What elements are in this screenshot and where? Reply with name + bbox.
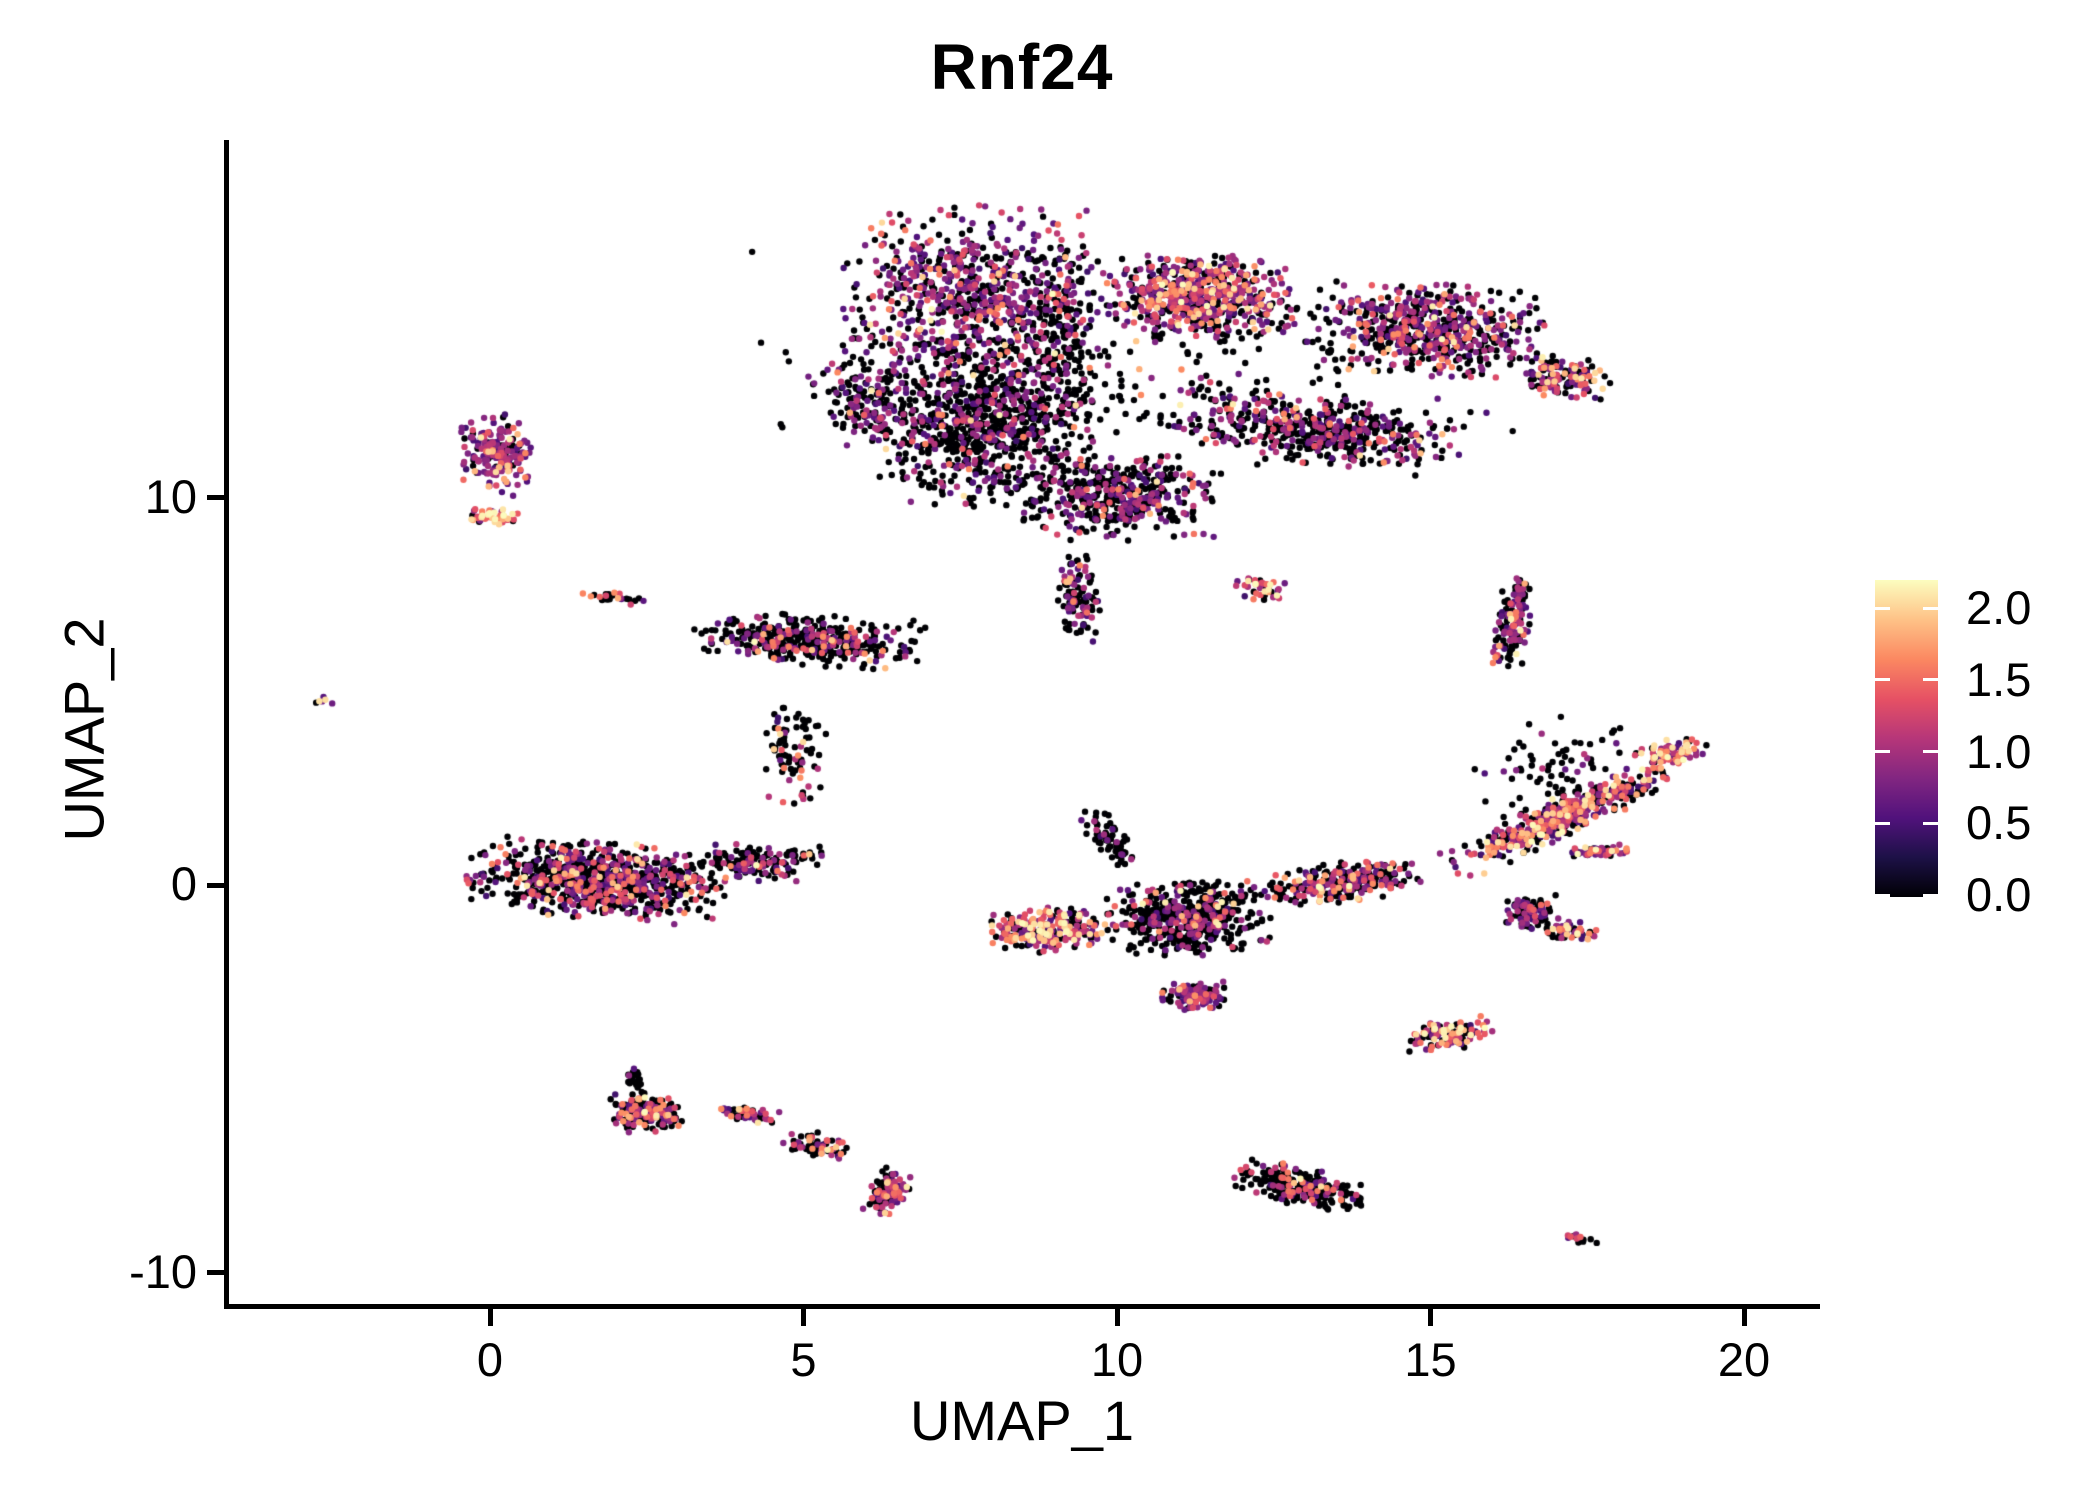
y-tick-label: 10 [144, 469, 197, 523]
x-axis-line [224, 1304, 1820, 1309]
x-tick-mark [1428, 1309, 1433, 1326]
colorbar-tick-label: 1.0 [1966, 724, 2032, 778]
y-axis-title: UMAP_2 [52, 617, 116, 842]
y-tick-label: 0 [170, 857, 197, 910]
y-tick-label: -10 [129, 1244, 197, 1298]
colorbar-tick-notch [1923, 678, 1938, 682]
colorbar-tick-notch [1875, 893, 1890, 897]
colorbar-tick-notch [1875, 678, 1890, 682]
colorbar-tick-notch [1875, 750, 1890, 753]
x-tick-label: 20 [1717, 1333, 1771, 1386]
plot-title: Rnf24 [930, 31, 1114, 103]
colorbar-tick-notch [1923, 750, 1938, 753]
x-tick-label: 15 [1404, 1333, 1457, 1386]
x-tick-mark [1741, 1309, 1747, 1326]
colorbar-tick-label: 0.0 [1966, 868, 2032, 921]
colorbar-gradient [1875, 580, 1938, 897]
x-tick-mark [801, 1309, 806, 1326]
y-tick-mark [207, 495, 224, 500]
x-tick-label: 10 [1090, 1333, 1144, 1386]
colorbar-tick-label: 2.0 [1966, 581, 2032, 634]
colorbar-tick-label: 1.5 [1966, 652, 2032, 706]
y-tick-mark [207, 882, 224, 888]
colorbar-tick-notch [1923, 821, 1938, 825]
colorbar-tick-notch [1875, 821, 1890, 825]
y-axis-line [224, 140, 229, 1309]
colorbar-tick-notch [1923, 893, 1938, 897]
x-tick-label: 5 [790, 1333, 817, 1386]
x-tick-mark [1114, 1309, 1120, 1326]
y-tick-mark [207, 1270, 224, 1275]
colorbar-tick-notch [1923, 606, 1938, 610]
colorbar-tick-notch [1875, 606, 1890, 610]
x-tick-mark [487, 1309, 493, 1326]
x-axis-title: UMAP_1 [909, 1389, 1135, 1452]
x-tick-label: 0 [476, 1333, 504, 1386]
colorbar-tick-label: 0.5 [1966, 796, 2032, 850]
